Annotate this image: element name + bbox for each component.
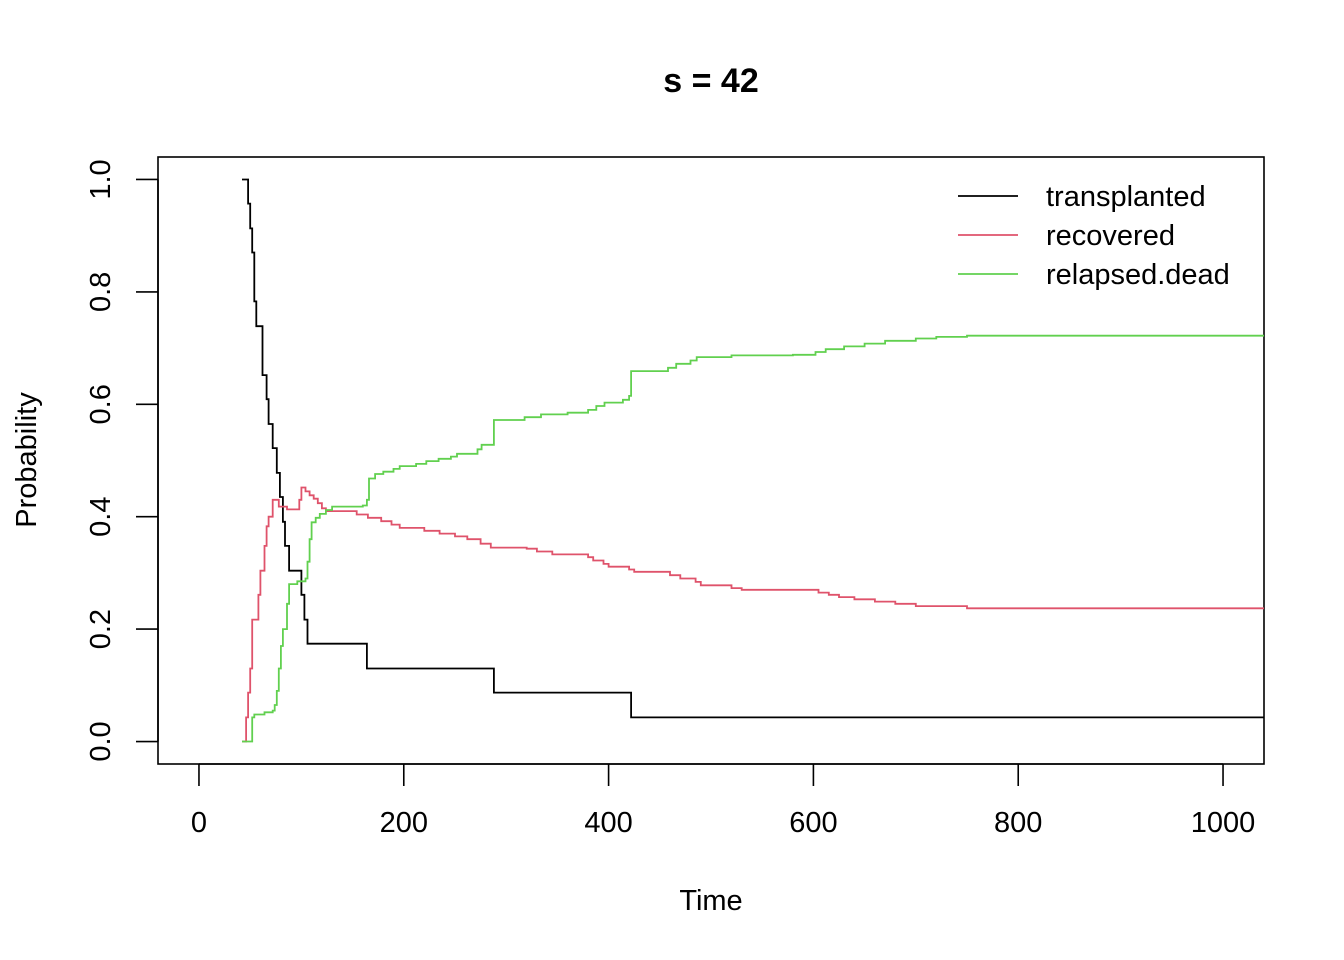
x-tick-label: 200 [380, 807, 428, 839]
x-tick-label: 0 [191, 807, 207, 839]
legend-label-relapsed-dead: relapsed.dead [1046, 259, 1230, 291]
y-tick-label: 1.0 [85, 159, 117, 199]
legend-label-recovered: recovered [1046, 220, 1175, 252]
chart-title: s = 42 [663, 62, 758, 100]
y-tick-label: 0.0 [85, 721, 117, 761]
y-tick-label: 0.2 [85, 609, 117, 649]
x-tick-label: 400 [584, 807, 632, 839]
x-tick-label: 800 [994, 807, 1042, 839]
series-layer [242, 178, 1264, 743]
y-tick-label: 0.4 [85, 497, 117, 537]
x-tick-label: 1000 [1191, 807, 1256, 839]
legend: transplanted recovered relapsed.dead [958, 181, 1230, 291]
x-axis-label: Time [679, 885, 742, 917]
series-line-relapsed-dead [242, 334, 1264, 743]
y-tick-label: 0.6 [85, 384, 117, 424]
y-axis-label: Probability [11, 392, 43, 528]
series-line-recovered [242, 486, 1264, 743]
x-tick-label: 600 [789, 807, 837, 839]
y-axis: 0.0 0.2 0.4 0.6 0.8 1.0 [85, 159, 159, 762]
y-tick-label: 0.8 [85, 272, 117, 312]
series-line-transplanted [242, 178, 1264, 719]
legend-label-transplanted: transplanted [1046, 181, 1206, 213]
x-axis: 0 200 400 600 800 1000 [191, 763, 1256, 839]
